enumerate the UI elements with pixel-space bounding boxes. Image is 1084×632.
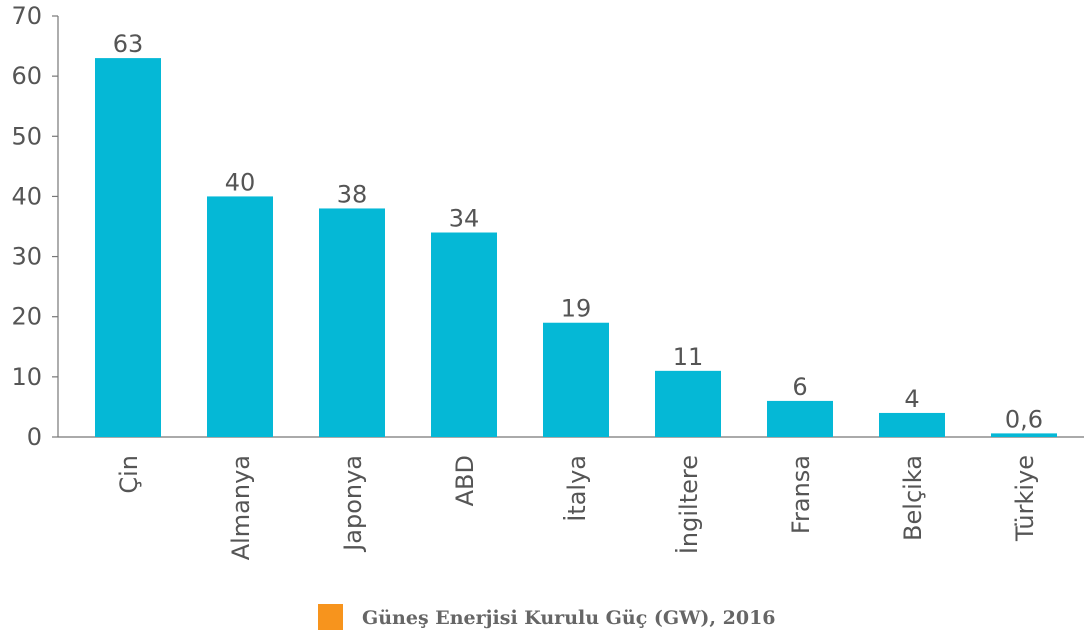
x-tick-label: Almanya [227, 455, 255, 560]
y-tick-label: 40 [11, 182, 42, 210]
y-tick-label: 0 [27, 423, 42, 451]
bar [319, 208, 385, 437]
value-label: 0,6 [1005, 405, 1043, 433]
bar [543, 322, 609, 437]
x-tick-label: İngiltere [674, 455, 703, 554]
bar [95, 58, 161, 437]
legend-label: Güneş Enerjisi Kurulu Güç (GW), 2016 [362, 607, 776, 629]
y-tick-label: 20 [11, 303, 42, 331]
x-tick-label: ABD [451, 455, 479, 506]
bar [655, 370, 721, 437]
y-tick-label: 10 [11, 363, 42, 391]
value-label: 11 [673, 343, 704, 371]
bar [207, 196, 273, 437]
bar [879, 412, 945, 437]
bar [431, 232, 497, 437]
value-label: 63 [113, 30, 144, 58]
value-label: 19 [561, 295, 592, 323]
value-label: 40 [225, 168, 256, 196]
x-tick-label: Fransa [787, 455, 815, 534]
x-tick-label: Japonya [339, 455, 367, 553]
y-tick-label: 30 [11, 243, 42, 271]
legend-swatch [318, 604, 343, 630]
bar [767, 400, 833, 437]
x-tick-label: İtalya [562, 455, 591, 522]
value-label: 38 [337, 180, 368, 208]
y-tick-label: 60 [11, 62, 42, 90]
value-label: 6 [792, 373, 807, 401]
y-tick-label: 70 [11, 2, 42, 30]
x-tick-label: Belçika [899, 455, 927, 541]
value-label: 34 [449, 205, 480, 233]
bar [991, 433, 1057, 437]
y-tick-label: 50 [11, 122, 42, 150]
x-tick-label: Türkiye [1011, 455, 1039, 542]
value-label: 4 [904, 385, 919, 413]
x-tick-label: Çin [115, 455, 143, 494]
